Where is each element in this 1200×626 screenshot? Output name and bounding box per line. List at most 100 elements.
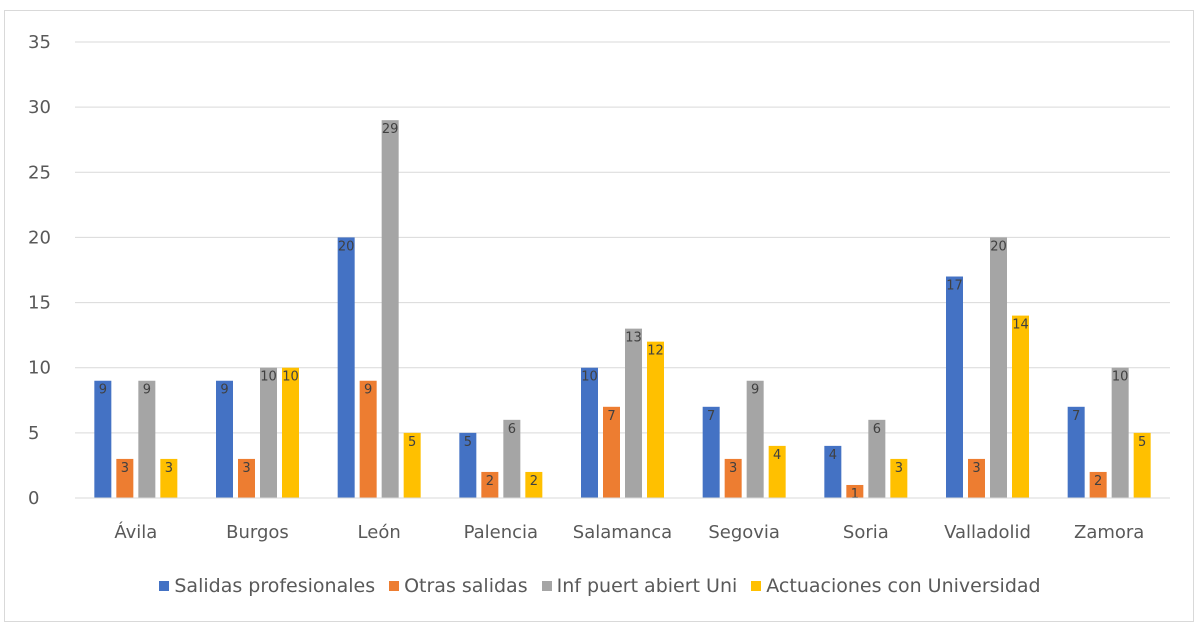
bar-salidas-profesionales bbox=[337, 237, 355, 498]
data-label: 9 bbox=[364, 383, 372, 398]
data-label: 17 bbox=[946, 279, 963, 294]
legend-item: Actuaciones con Universidad bbox=[751, 575, 1041, 597]
x-tick-label: Palencia bbox=[464, 522, 539, 543]
data-label: 9 bbox=[99, 383, 107, 398]
data-label: 3 bbox=[165, 461, 173, 476]
y-tick-label: 0 bbox=[28, 488, 39, 509]
y-tick-label: 25 bbox=[28, 162, 51, 183]
bar-salidas-profesionales bbox=[824, 445, 842, 498]
bar-salidas-profesionales bbox=[946, 276, 963, 498]
bar-inf-puert-abiert-uni bbox=[1111, 367, 1129, 498]
x-tick-label: Ávila bbox=[114, 521, 157, 543]
data-label: 4 bbox=[829, 448, 837, 463]
y-tick-label: 30 bbox=[28, 97, 51, 118]
bar-otras-salidas bbox=[238, 458, 255, 498]
y-tick-label: 20 bbox=[28, 227, 51, 248]
data-label: 3 bbox=[895, 461, 903, 476]
bar-actuaciones-con-universidad bbox=[160, 458, 178, 498]
legend-label: Otras salidas bbox=[404, 575, 528, 597]
x-tick-label: Zamora bbox=[1074, 522, 1144, 543]
bar-salidas-profesionales bbox=[94, 380, 112, 498]
data-label: 3 bbox=[121, 461, 129, 476]
bar-inf-puert-abiert-uni bbox=[990, 237, 1007, 498]
bar-otras-salidas bbox=[846, 484, 864, 498]
bar-otras-salidas bbox=[968, 458, 985, 498]
bar-actuaciones-con-universidad bbox=[768, 445, 786, 498]
data-label: 7 bbox=[707, 409, 715, 424]
bar-inf-puert-abiert-uni bbox=[138, 380, 156, 498]
bar-inf-puert-abiert-uni bbox=[503, 419, 521, 498]
bar-otras-salidas bbox=[724, 458, 742, 498]
data-label: 9 bbox=[143, 383, 151, 398]
legend-swatch bbox=[389, 581, 400, 591]
data-label: 3 bbox=[972, 461, 980, 476]
data-label: 20 bbox=[338, 239, 355, 254]
data-label: 1 bbox=[851, 487, 859, 502]
x-tick-label: Burgos bbox=[226, 522, 289, 543]
data-label: 10 bbox=[581, 370, 598, 385]
data-label: 13 bbox=[625, 331, 642, 346]
data-label: 5 bbox=[408, 435, 416, 450]
data-label: 5 bbox=[464, 435, 472, 450]
data-label: 9 bbox=[751, 383, 759, 398]
legend-label: Salidas profesionales bbox=[174, 575, 376, 597]
legend-item: Inf puert abiert Uni bbox=[541, 575, 738, 597]
bar-actuaciones-con-universidad bbox=[525, 471, 543, 498]
bar-inf-puert-abiert-uni bbox=[746, 380, 764, 498]
bar-actuaciones-con-universidad bbox=[890, 458, 908, 498]
bar-inf-puert-abiert-uni bbox=[868, 419, 886, 498]
bar-actuaciones-con-universidad bbox=[282, 367, 299, 498]
bar-otras-salidas bbox=[116, 458, 134, 498]
legend-label: Actuaciones con Universidad bbox=[766, 575, 1041, 597]
bar-inf-puert-abiert-uni bbox=[381, 120, 399, 499]
bar-otras-salidas bbox=[359, 380, 377, 498]
data-label: 3 bbox=[729, 461, 737, 476]
bar-actuaciones-con-universidad bbox=[1012, 315, 1029, 498]
data-label: 10 bbox=[282, 370, 299, 385]
y-tick-label: 5 bbox=[28, 423, 39, 444]
bar-salidas-profesionales bbox=[702, 406, 720, 498]
data-label: 7 bbox=[607, 409, 615, 424]
bar-actuaciones-con-universidad bbox=[647, 341, 664, 498]
data-label: 29 bbox=[382, 122, 399, 137]
x-tick-label: Soria bbox=[843, 522, 889, 543]
data-label: 7 bbox=[1072, 409, 1080, 424]
bar-otras-salidas bbox=[603, 406, 620, 498]
data-label: 20 bbox=[990, 239, 1007, 254]
data-label: 5 bbox=[1138, 435, 1146, 450]
x-tick-label: Salamanca bbox=[573, 522, 672, 543]
legend-item: Otras salidas bbox=[389, 575, 528, 597]
bar-salidas-profesionales bbox=[581, 367, 598, 498]
data-label: 2 bbox=[1094, 474, 1102, 489]
data-label: 6 bbox=[873, 422, 881, 437]
bar-salidas-profesionales bbox=[459, 432, 477, 498]
x-tick-label: Valladolid bbox=[944, 522, 1031, 543]
x-tick-label: Segovia bbox=[708, 522, 780, 543]
y-tick-label: 15 bbox=[28, 293, 51, 314]
data-label: 9 bbox=[220, 383, 228, 398]
data-label: 10 bbox=[1112, 370, 1129, 385]
bar-otras-salidas bbox=[481, 471, 499, 498]
data-label: 2 bbox=[530, 474, 538, 489]
bar-salidas-profesionales bbox=[216, 380, 233, 498]
y-tick-label: 35 bbox=[28, 32, 51, 53]
chart-legend: Salidas profesionales Otras salidas Inf pu… bbox=[0, 575, 1200, 597]
legend-item: Salidas profesionales bbox=[159, 575, 375, 597]
y-tick-label: 10 bbox=[28, 358, 51, 379]
bar-actuaciones-con-universidad bbox=[1133, 432, 1151, 498]
data-label: 6 bbox=[508, 422, 516, 437]
bar-actuaciones-con-universidad bbox=[403, 432, 421, 498]
bar-inf-puert-abiert-uni bbox=[625, 328, 642, 498]
data-label: 12 bbox=[647, 344, 664, 359]
bar-salidas-profesionales bbox=[1067, 406, 1085, 498]
x-tick-label: León bbox=[358, 522, 401, 543]
legend-label: Inf puert abiert Uni bbox=[556, 575, 738, 597]
bar-otras-salidas bbox=[1089, 471, 1107, 498]
data-label: 10 bbox=[260, 370, 277, 385]
legend-swatch bbox=[751, 581, 762, 591]
bar-inf-puert-abiert-uni bbox=[260, 367, 277, 498]
data-label: 3 bbox=[242, 461, 250, 476]
legend-swatch bbox=[541, 581, 552, 591]
data-label: 2 bbox=[486, 474, 494, 489]
